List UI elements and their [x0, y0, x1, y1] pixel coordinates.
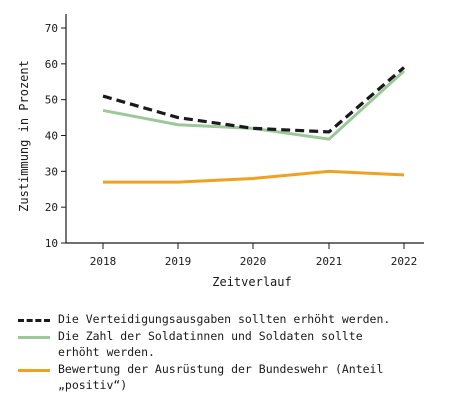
y-tick-label: 70 [45, 22, 58, 35]
x-axis-title: Zeitverlauf [212, 275, 291, 289]
legend-label: Die Zahl der Soldatinnen und Soldaten so… [58, 329, 363, 359]
legend-swatch-green-line [18, 336, 50, 339]
x-tick-label: 2019 [165, 255, 192, 268]
y-axis-title: Zustimmung in Prozent [17, 60, 31, 212]
x-tick-label: 2018 [90, 255, 117, 268]
legend-swatch-dashed-line [18, 319, 50, 322]
series-lines [102, 66, 406, 184]
line-chart: 10 20 30 40 50 60 70 2018 2019 2020 2021 2022 Zust… [17, 14, 424, 289]
x-tick-label: 2022 [391, 255, 418, 268]
y-tick-label: 40 [45, 130, 58, 143]
legend: Die Verteidigungsausgaben sollten erhöht… [18, 311, 438, 394]
legend-item-soldaten: Die Zahl der Soldatinnen und Soldaten so… [18, 328, 438, 360]
legend-swatch-orange-line [18, 369, 50, 372]
y-tick-label: 20 [45, 201, 58, 214]
y-axis: 10 20 30 40 50 60 70 [45, 14, 67, 250]
y-tick-label: 30 [45, 165, 58, 178]
x-tick-label: 2021 [316, 255, 343, 268]
series-line-3 [103, 169, 405, 184]
x-tick-label: 2020 [240, 255, 267, 268]
y-tick-label: 10 [45, 237, 58, 250]
legend-item-ausruestung: Bewertung der Ausrüstung der Bundeswehr … [18, 361, 438, 393]
y-tick-label: 60 [45, 58, 58, 71]
series-line-2 [102, 69, 406, 141]
legend-label: Bewertung der Ausrüstung der Bundeswehr … [58, 362, 384, 392]
y-tick-label: 50 [45, 94, 58, 107]
legend-label: Die Verteidigungsausgaben sollten erhöht… [58, 312, 391, 326]
series-line-1 [102, 66, 406, 134]
x-axis: 2018 2019 2020 2021 2022 [66, 242, 424, 268]
legend-item-verteidigungsausgaben: Die Verteidigungsausgaben sollten erhöht… [18, 311, 438, 327]
